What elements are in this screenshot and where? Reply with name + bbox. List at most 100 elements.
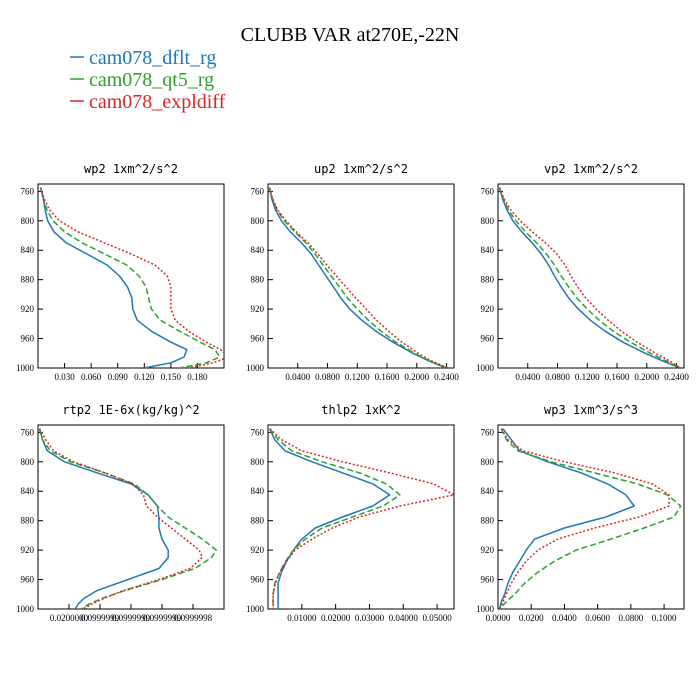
series-line-2 xyxy=(39,187,221,368)
x-tick-label: 0.0999998 xyxy=(174,613,213,623)
x-tick-label: 0.180 xyxy=(187,372,208,382)
x-tick-label: 0.1600 xyxy=(605,372,630,382)
plot-frame xyxy=(37,424,225,610)
y-tick-label: 920 xyxy=(481,545,495,555)
plot-frame xyxy=(497,183,685,369)
y-tick-label: 1000 xyxy=(476,363,495,373)
y-tick-label: 840 xyxy=(481,245,495,255)
figure-title: CLUBB VAR at270E,-22N xyxy=(241,24,460,46)
x-tick-label: 0.0999999 xyxy=(81,613,120,623)
x-tick-label: 0.0400 xyxy=(552,613,577,623)
x-tick-label: 0.1600 xyxy=(375,372,400,382)
x-tick-label: 0.2000 xyxy=(634,372,659,382)
series-line-1 xyxy=(39,187,188,368)
x-tick-label: 0.120 xyxy=(134,372,155,382)
y-tick-label: 1000 xyxy=(476,604,495,614)
plot-frame xyxy=(267,183,455,369)
x-tick-label: 0.0999999 xyxy=(112,613,151,623)
y-tick-label: 960 xyxy=(21,575,35,585)
x-tick-label: 0.1200 xyxy=(345,372,370,382)
y-tick-label: 840 xyxy=(481,486,495,496)
panel-title: up2 1xm^2/s^2 xyxy=(314,162,408,176)
y-tick-label: 960 xyxy=(21,334,35,344)
y-tick-label: 760 xyxy=(251,427,265,437)
x-tick-label: 0.1000 xyxy=(652,613,677,623)
x-tick-label: 0.03000 xyxy=(355,613,385,623)
x-tick-label: 0.02000 xyxy=(321,613,351,623)
series-line-2 xyxy=(269,428,401,609)
y-tick-label: 880 xyxy=(481,516,495,526)
x-tick-label: 0.0999999 xyxy=(143,613,182,623)
y-tick-label: 760 xyxy=(481,186,495,196)
panels: wp2 1xm^2/s^2 760 800 840 880 920 960 1000 0.030… xyxy=(16,162,689,623)
y-tick-label: 1000 xyxy=(246,604,265,614)
y-tick-label: 920 xyxy=(21,545,35,555)
x-tick-label: 0.0800 xyxy=(618,613,643,623)
series-line-3 xyxy=(38,428,204,609)
x-tick-label: 0.2400 xyxy=(664,372,689,382)
series-line-3 xyxy=(498,187,681,368)
x-tick-label: 0.05000 xyxy=(422,613,452,623)
x-tick-label: 0.2400 xyxy=(434,372,459,382)
y-tick-label: 1000 xyxy=(16,604,35,614)
series-line-3 xyxy=(268,187,449,368)
legend-label-0: cam078_dflt_rg xyxy=(89,47,216,69)
panel-2: up2 1xm^2/s^2 760 800 840 880 920 960 1000 0.040… xyxy=(246,162,459,382)
y-tick-label: 880 xyxy=(21,516,35,526)
y-tick-label: 920 xyxy=(251,304,265,314)
panel-6: wp3 1xm^3/s^3 760 800 840 880 920 960 10000.000… xyxy=(476,403,685,623)
legend-label-1: cam078_qt5_rg xyxy=(89,69,214,91)
panel-title: rtp2 1E-6x(kg/kg)^2 xyxy=(62,403,199,417)
y-tick-label: 840 xyxy=(251,486,265,496)
y-tick-label: 760 xyxy=(481,427,495,437)
x-tick-label: 0.030 xyxy=(54,372,75,382)
series-line-3 xyxy=(499,428,670,609)
plot-frame xyxy=(37,183,225,369)
series-line-3 xyxy=(39,187,224,368)
series-line-2 xyxy=(499,428,682,609)
y-tick-label: 800 xyxy=(481,457,495,467)
x-tick-label: 0.2000 xyxy=(404,372,429,382)
y-tick-label: 840 xyxy=(21,245,35,255)
series-line-1 xyxy=(269,428,391,609)
panel-title: vp2 1xm^2/s^2 xyxy=(544,162,638,176)
x-tick-label: 0.0200000 xyxy=(50,613,89,623)
legend: cam078_dflt_rgcam078_qt5_rgcam078_expldi… xyxy=(70,47,226,113)
y-tick-label: 960 xyxy=(481,575,495,585)
panel-title: thlp2 1xK^2 xyxy=(321,403,400,417)
panel-title: wp2 1xm^2/s^2 xyxy=(84,162,178,176)
plot-frame xyxy=(267,424,455,610)
y-tick-label: 880 xyxy=(21,275,35,285)
y-tick-label: 800 xyxy=(481,216,495,226)
x-tick-label: 0.060 xyxy=(81,372,102,382)
y-tick-label: 960 xyxy=(481,334,495,344)
y-tick-label: 880 xyxy=(251,275,265,285)
y-tick-label: 880 xyxy=(251,516,265,526)
series-line-1 xyxy=(38,428,169,609)
y-tick-label: 840 xyxy=(251,245,265,255)
series-line-1 xyxy=(498,428,635,609)
y-tick-label: 880 xyxy=(481,275,495,285)
legend-label-2: cam078_expldiff xyxy=(89,91,226,113)
panel-5: thlp2 1xK^2 760 800 840 880 920 960 1000 0.01000… xyxy=(246,403,455,623)
y-tick-label: 800 xyxy=(251,216,265,226)
panel-3: vp2 1xm^2/s^2 760 800 840 880 920 960 1000 0.040… xyxy=(476,162,689,382)
x-tick-label: 0.0800 xyxy=(545,372,570,382)
panel-title: wp3 1xm^3/s^3 xyxy=(544,403,638,417)
series-line-1 xyxy=(268,187,447,368)
series-line-2 xyxy=(38,428,218,609)
x-tick-label: 0.150 xyxy=(161,372,182,382)
x-tick-label: 0.0600 xyxy=(585,613,610,623)
y-tick-label: 760 xyxy=(251,186,265,196)
y-tick-label: 800 xyxy=(21,216,35,226)
x-tick-label: 0.0400 xyxy=(515,372,540,382)
y-tick-label: 920 xyxy=(21,304,35,314)
x-tick-label: 0.0200 xyxy=(519,613,544,623)
y-tick-label: 920 xyxy=(251,545,265,555)
plot-frame xyxy=(497,424,685,610)
y-tick-label: 800 xyxy=(251,457,265,467)
y-tick-label: 960 xyxy=(251,334,265,344)
x-tick-label: 0.0800 xyxy=(315,372,340,382)
x-tick-label: 0.090 xyxy=(108,372,129,382)
